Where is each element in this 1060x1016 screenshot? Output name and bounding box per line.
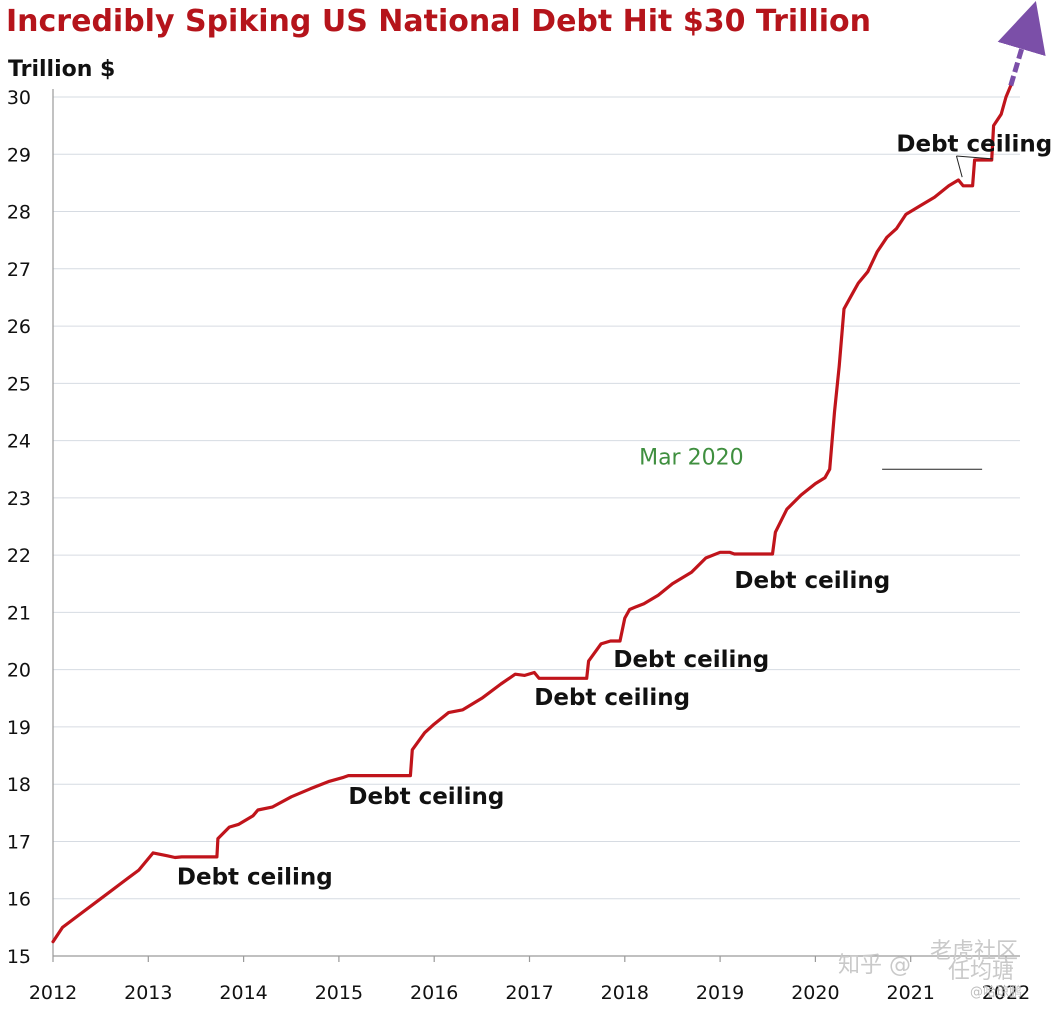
- x-tick-label-2022: 2022: [982, 982, 1030, 1004]
- axes: [52, 89, 1020, 962]
- watermark-community: 老虎社区: [930, 939, 1018, 964]
- series-lines: [51, 1, 1046, 944]
- x-tick-label-2020: 2020: [791, 982, 839, 1004]
- spike-arrow: [997, 1, 1046, 87]
- y-tick-label-21: 21: [7, 602, 31, 624]
- annotation-debt-ceiling-5: Debt ceiling: [896, 131, 1052, 157]
- x-tick-label-2021: 2021: [887, 982, 935, 1004]
- watermark-zhihu: 知乎 @: [838, 953, 911, 978]
- y-tick-label-25: 25: [7, 373, 31, 395]
- x-tick-label-2012: 2012: [29, 982, 77, 1004]
- x-tick-label-2017: 2017: [505, 982, 553, 1004]
- annotation-debt-ceiling-3: Debt ceiling: [613, 647, 769, 673]
- watermark-author: 任均瑭: [948, 959, 1014, 984]
- annotation-debt-ceiling-2: Debt ceiling: [534, 685, 690, 711]
- y-tick-label-22: 22: [7, 545, 31, 567]
- y-tick-label-15: 15: [7, 946, 31, 968]
- debt-ceiling-leader-2: [956, 155, 993, 160]
- y-tick-label-17: 17: [7, 831, 31, 853]
- watermark: 知乎 @ 老虎社区 任均瑭 @哈琼鹏: [838, 939, 1022, 1000]
- annotation-debt-ceiling-0: Debt ceiling: [177, 864, 333, 890]
- y-tick-label-30: 30: [7, 87, 31, 109]
- y-tick-label-16: 16: [7, 889, 31, 911]
- y-tick-label-19: 19: [7, 717, 31, 739]
- x-tick-label-2014: 2014: [219, 982, 267, 1004]
- annotation-mar-2020: Mar 2020: [639, 446, 744, 471]
- y-tick-label-28: 28: [7, 202, 31, 224]
- x-tick-label-2019: 2019: [696, 982, 744, 1004]
- annotation-debt-ceiling-4: Debt ceiling: [734, 568, 890, 594]
- y-tick-label-20: 20: [7, 660, 31, 682]
- y-tick-label-18: 18: [7, 774, 31, 796]
- x-tick-label-2016: 2016: [410, 982, 458, 1004]
- x-tick-label-2013: 2013: [124, 982, 172, 1004]
- y-tick-label-23: 23: [7, 488, 31, 510]
- y-tick-label-24: 24: [7, 431, 31, 453]
- annotation-debt-ceiling-1: Debt ceiling: [348, 784, 504, 810]
- x-tick-label-2018: 2018: [601, 982, 649, 1004]
- y-tick-label-26: 26: [7, 316, 31, 338]
- y-tick-label-29: 29: [7, 144, 31, 166]
- watermark-handle: @哈琼鹏: [970, 985, 1022, 1000]
- y-tick-label-27: 27: [7, 259, 31, 281]
- y-tick-labels: 15 16 17 18 19 20 21 22 23 24 25 26 27 28 29 30: [7, 87, 31, 968]
- series-line-0: [51, 83, 1013, 944]
- x-tick-labels: 2012 2013 2014 2015 2016 2017 2018 2019 2020 2021…: [29, 982, 1030, 1004]
- gridlines: [53, 96, 1020, 900]
- x-tick-label-2015: 2015: [315, 982, 363, 1004]
- chart-title: Incredibly Spiking US National Debt Hit …: [6, 4, 871, 39]
- y-axis-unit-label: Trillion $: [8, 57, 115, 82]
- debt-ceiling-leader-1: [955, 155, 963, 178]
- annotations: Debt ceiling Debt ceiling Debt ceiling Debt…: [177, 131, 1052, 890]
